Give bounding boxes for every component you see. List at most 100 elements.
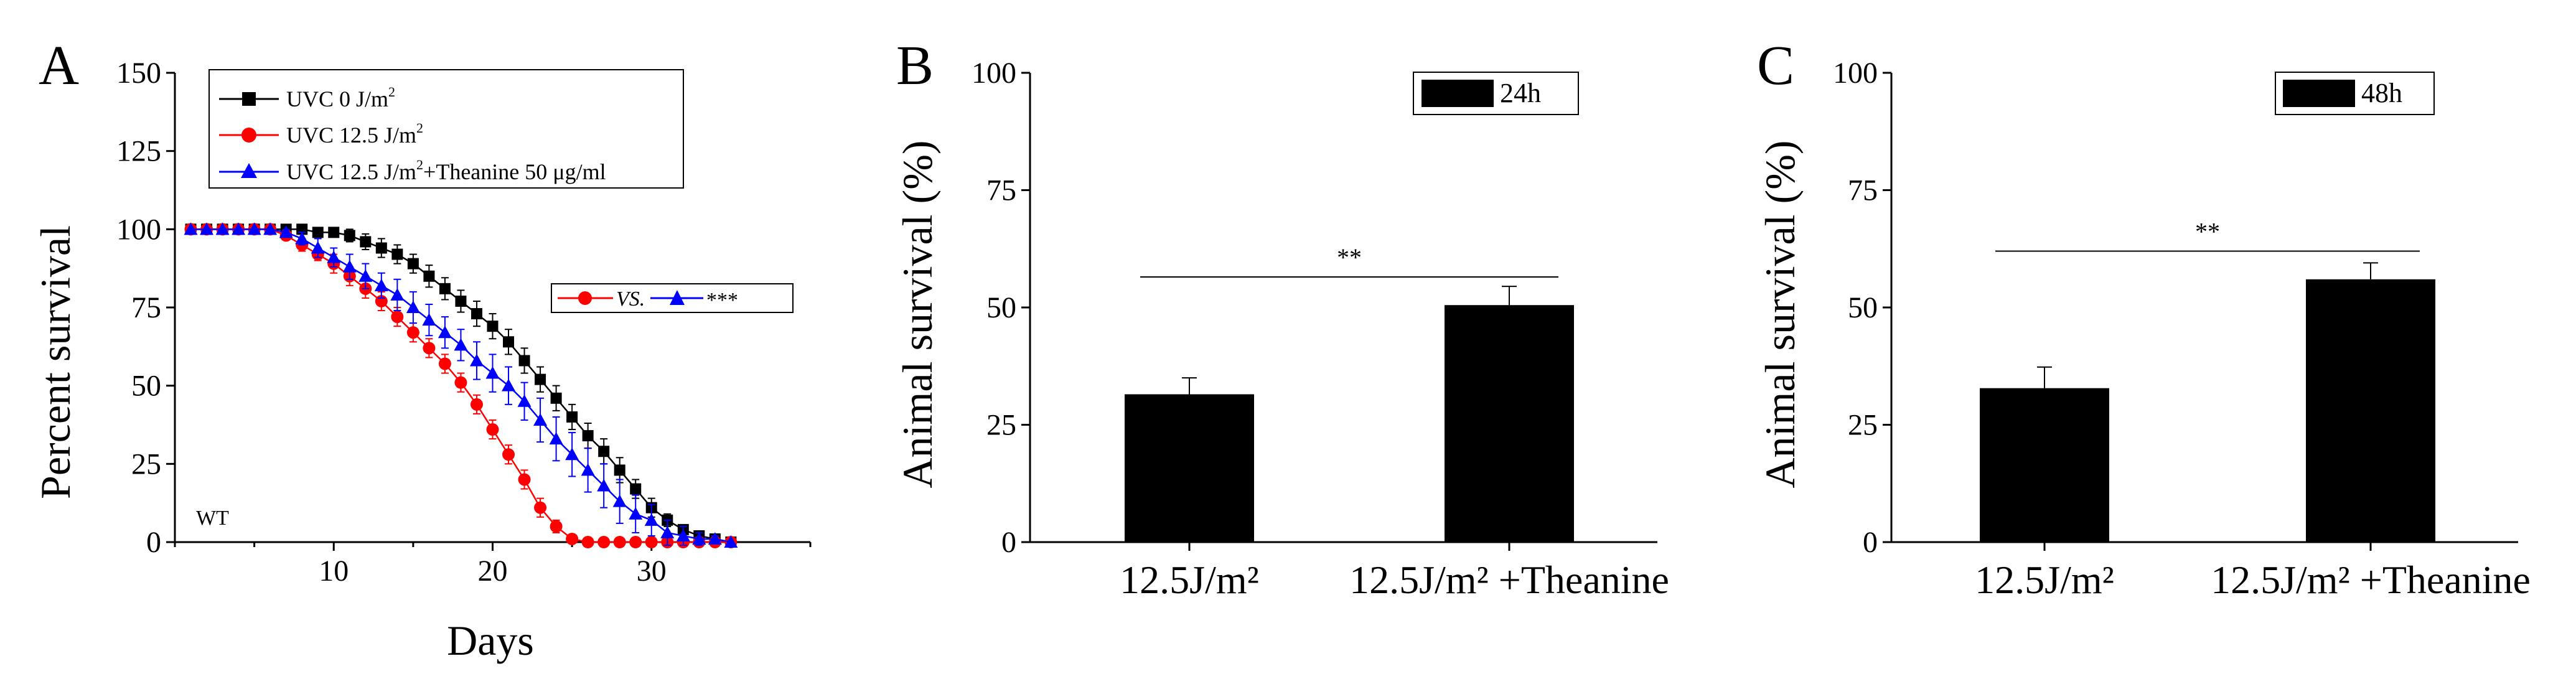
data-point-circle bbox=[597, 536, 611, 548]
panel-a-x-tick-label: 10 bbox=[319, 555, 349, 588]
panel-a-y-tick-label: 0 bbox=[146, 526, 161, 559]
panel-c-legend-swatch bbox=[2283, 80, 2355, 107]
data-point-square bbox=[566, 411, 578, 423]
panel-a-y-tick-label: 50 bbox=[131, 370, 161, 403]
panel-c-bars: 12.5J/m² 12.5J/m² +Theanine ** bbox=[1975, 218, 2531, 602]
data-point-triangle bbox=[263, 222, 278, 235]
data-point-square bbox=[598, 446, 610, 457]
data-point-circle bbox=[518, 473, 531, 486]
comparison-vs-label: VS. bbox=[616, 288, 645, 311]
data-point-triangle bbox=[184, 222, 198, 235]
data-point-triangle bbox=[549, 432, 563, 445]
data-point-triangle bbox=[629, 507, 643, 520]
data-point-triangle bbox=[342, 260, 357, 273]
panel-c-y-tick-label: 0 bbox=[1863, 526, 1878, 559]
data-point-triangle bbox=[485, 366, 500, 379]
panel-b-legend: 24h bbox=[1413, 72, 1579, 115]
comparison-triangle-marker bbox=[670, 290, 685, 305]
panel-a-legend: UVC 0 J/m2 UVC 12.5 J/m2 UVC 12.5 J/m2+T… bbox=[208, 69, 684, 189]
data-point-circle bbox=[613, 536, 626, 548]
data-point-circle bbox=[581, 536, 594, 548]
panel-b-y-tick-label: 100 bbox=[972, 57, 1016, 90]
data-point-square bbox=[455, 295, 467, 307]
data-point-triangle bbox=[454, 338, 468, 351]
panel-b-y-tick-label: 25 bbox=[986, 409, 1016, 442]
data-point-triangle bbox=[406, 301, 420, 313]
data-point-triangle bbox=[469, 354, 484, 367]
panel-c-y-tick-label: 75 bbox=[1848, 174, 1878, 207]
data-point-triangle bbox=[279, 225, 293, 238]
panel-b-legend-label: 24h bbox=[1500, 78, 1541, 108]
panel-c-letter: C bbox=[1757, 35, 1794, 96]
data-point-circle bbox=[438, 357, 451, 370]
panel-b-bar-chart: B Animal survival (%) 0 25 50 75 100 12.5J/m… bbox=[894, 35, 1669, 602]
data-point-square bbox=[360, 236, 372, 248]
panel-c-y-tick-label: 50 bbox=[1848, 291, 1878, 324]
panel-a-y-tick-label: 75 bbox=[131, 291, 161, 324]
data-point-square bbox=[471, 308, 482, 320]
data-point-triangle bbox=[311, 241, 325, 254]
legend-label-2: UVC 12.5 J/m2+Theanine 50 μg/ml bbox=[286, 157, 606, 184]
data-point-square bbox=[503, 336, 515, 348]
data-point-circle bbox=[645, 536, 658, 548]
panel-a-legend-frame bbox=[208, 69, 684, 189]
data-point-circle bbox=[391, 311, 404, 324]
data-point-square bbox=[344, 230, 355, 241]
data-point-circle bbox=[550, 520, 563, 533]
data-point-square bbox=[328, 227, 340, 238]
data-point-triangle bbox=[327, 250, 341, 263]
data-point-square bbox=[312, 227, 324, 238]
panel-a-line-chart: A Percent survival Days WT 0 25 50 75 100 125… bbox=[32, 35, 812, 664]
panel-c-significance-stars: ** bbox=[2195, 218, 2220, 246]
data-point-triangle bbox=[215, 222, 230, 235]
data-point-square bbox=[487, 321, 499, 332]
data-point-circle bbox=[534, 501, 547, 514]
panel-a-x-tick-label: 30 bbox=[637, 555, 667, 588]
data-point-triangle bbox=[565, 447, 579, 461]
data-point-circle bbox=[566, 532, 579, 545]
panel-b-bar bbox=[1445, 305, 1574, 542]
data-point-circle bbox=[470, 398, 483, 411]
panel-b-x-tick-label: 12.5J/m² bbox=[1120, 558, 1259, 602]
panel-c-x-tick-label: 12.5J/m² +Theanine bbox=[2211, 558, 2531, 602]
panel-b-legend-swatch bbox=[1421, 80, 1494, 107]
data-point-square bbox=[550, 392, 562, 404]
panel-b-y-tick-label: 75 bbox=[986, 174, 1016, 207]
data-point-square bbox=[375, 242, 387, 254]
panel-c-legend-label: 48h bbox=[2361, 78, 2402, 108]
data-point-circle bbox=[502, 448, 515, 461]
data-point-square bbox=[439, 283, 451, 294]
data-point-triangle bbox=[232, 222, 246, 235]
panel-a-letter: A bbox=[39, 35, 79, 96]
panel-a-axes: 0 25 50 75 100 125 150 10 20 30 bbox=[116, 57, 812, 588]
data-point-square bbox=[391, 248, 403, 260]
data-point-triangle bbox=[612, 494, 627, 507]
data-point-square bbox=[518, 355, 530, 367]
panel-b-axes: 0 25 50 75 100 bbox=[972, 57, 1657, 559]
data-point-triangle bbox=[247, 222, 261, 235]
data-point-triangle bbox=[533, 413, 548, 426]
data-point-triangle bbox=[390, 288, 405, 301]
panel-a-y-tick-label: 100 bbox=[116, 213, 161, 246]
panel-a-x-axis-label: Days bbox=[447, 617, 534, 664]
legend-circle-marker bbox=[241, 128, 256, 143]
panel-b-y-axis-label: Animal survival (%) bbox=[894, 141, 941, 489]
legend-label-1: UVC 12.5 J/m2 bbox=[286, 120, 423, 148]
data-point-triangle bbox=[692, 532, 706, 545]
panel-b-x-tick-label: 12.5J/m² +Theanine bbox=[1349, 558, 1669, 602]
data-point-triangle bbox=[295, 232, 309, 245]
panel-a-wt-annotation: WT bbox=[196, 507, 229, 530]
data-point-square bbox=[582, 430, 594, 442]
data-point-triangle bbox=[644, 513, 658, 526]
data-point-triangle bbox=[676, 528, 690, 541]
data-point-triangle bbox=[422, 313, 436, 326]
panel-b-significance-stars: ** bbox=[1337, 243, 1362, 271]
data-point-square bbox=[614, 464, 625, 476]
panel-a-x-tick-label: 20 bbox=[478, 555, 508, 588]
legend-triangle-marker bbox=[241, 163, 257, 178]
data-point-triangle bbox=[581, 463, 595, 476]
legend-label-0: UVC 0 J/m2 bbox=[286, 84, 395, 111]
panel-b-y-tick-label: 0 bbox=[1001, 526, 1016, 559]
data-point-triangle bbox=[374, 278, 388, 291]
